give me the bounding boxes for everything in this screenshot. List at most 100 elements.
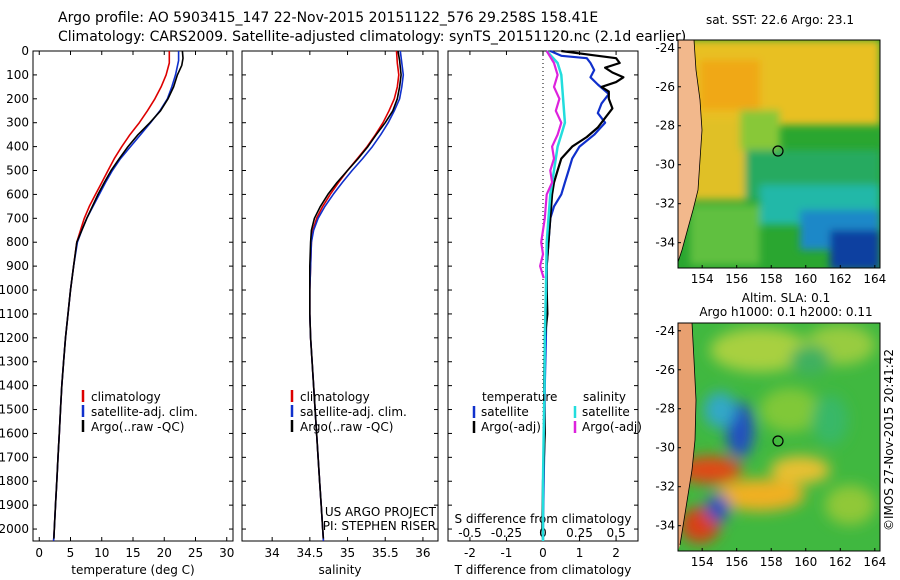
sla-map-subtitle: Argo h1000: 0.1 h2000: 0.11 (699, 305, 872, 319)
x-tick-label: 5 (67, 546, 75, 560)
y-tick-label: 900 (6, 259, 29, 273)
sla-map: Altim. SLA: 0.1 Argo h1000: 0.1 h2000: 0… (655, 291, 886, 569)
map-x-tick-label: 156 (725, 272, 748, 286)
legend-temperature-title: temperature (482, 390, 557, 404)
map-x-tick-label: 156 (725, 555, 748, 569)
temperature-xlabel: temperature (deg C) (71, 563, 194, 577)
credit-pi: PI: STEPHEN RISER (323, 519, 436, 533)
s-tick-label: -0.25 (491, 526, 522, 540)
map-x-tick-label: 154 (691, 555, 714, 569)
y-tick-label: 1800 (0, 474, 29, 488)
salinity-series-argo-raw-qc- (309, 50, 402, 539)
x-tick-label: 2 (612, 546, 620, 560)
y-tick-label: 1200 (0, 331, 29, 345)
x-tick-label: -2 (464, 546, 476, 560)
y-tick-label: 300 (6, 116, 29, 130)
credit-project: US ARGO PROJECT (325, 505, 437, 519)
argo-position-marker-sla (772, 435, 784, 447)
salinity-series-satellite-adj-clim- (309, 50, 405, 542)
y-tick-label: 1700 (0, 450, 29, 464)
s-tick-label: 0.25 (566, 526, 593, 540)
y-tick-label: 1400 (0, 379, 29, 393)
y-tick-label: 400 (6, 140, 29, 154)
salinity-panel: 34 34.5 35 35.5 36 salinity climatologysatelli… (241, 50, 439, 577)
y-tick-label: 2000 (0, 522, 29, 536)
map-x-tick-label: 154 (691, 272, 714, 286)
legend-label: satellite-adj. clim. (300, 405, 407, 419)
map-y-tick-label: -32 (655, 197, 675, 211)
legend-label: Argo(..raw -QC) (91, 420, 184, 434)
x-tick-label: 15 (125, 546, 140, 560)
s-tick-label: 0.5 (607, 526, 626, 540)
x-tick-label: 25 (188, 546, 203, 560)
y-tick-label: 800 (6, 235, 29, 249)
map-y-tick-label: -34 (655, 519, 675, 533)
map-y-tick-label: -26 (655, 363, 675, 377)
x-tick-label: 34.5 (296, 546, 323, 560)
salinity-xlabel: salinity (318, 563, 361, 577)
x-tick-label: 0 (539, 546, 547, 560)
legend-label: climatology (91, 390, 161, 404)
map-x-tick-label: 160 (794, 272, 817, 286)
y-tick-label: 200 (6, 92, 29, 106)
y-tick-label: 1500 (0, 403, 29, 417)
map-x-tick-label: 162 (829, 272, 852, 286)
legend-label: Argo(-adj) (481, 420, 541, 434)
x-tick-label: 0 (35, 546, 43, 560)
temperature-series-climatology (52, 51, 171, 542)
temperature-series-argo-raw-qc- (53, 50, 184, 539)
y-tick-label: 600 (6, 187, 29, 201)
x-tick-label: 36 (415, 546, 430, 560)
timestamp: ©IMOS 27-Nov-2015 20:41:42 (882, 349, 896, 531)
legend-label: satellite (481, 405, 529, 419)
sla-map-field (678, 323, 880, 551)
x-tick-label: 1 (576, 546, 584, 560)
legend-label: satellite-adj. clim. (91, 405, 198, 419)
legend-label: Argo(-adj) (582, 420, 642, 434)
temperature-frame (32, 50, 234, 542)
difference-series-salinity-argo-adj- (539, 50, 563, 279)
x-tick-label: 30 (219, 546, 234, 560)
sst-map-field (678, 40, 880, 268)
y-tick-label: 1300 (0, 355, 29, 369)
climatology-title: Climatology: CARS2009. Satellite-adjuste… (58, 29, 687, 45)
map-y-tick-label: -34 (655, 236, 675, 250)
x-tick-label: -1 (500, 546, 512, 560)
x-tick-label: 35 (340, 546, 355, 560)
y-tick-label: 500 (6, 164, 29, 178)
map-y-tick-label: -28 (655, 119, 675, 133)
map-y-tick-label: -30 (655, 158, 675, 172)
map-x-tick-label: 164 (863, 555, 886, 569)
difference-series-salinity-satellite (541, 50, 567, 541)
map-x-tick-label: 164 (863, 272, 886, 286)
y-tick-label: 700 (6, 211, 29, 225)
legend-label: satellite (582, 405, 630, 419)
x-tick-label: 10 (94, 546, 109, 560)
x-tick-label: 35.5 (372, 546, 399, 560)
map-y-tick-label: -24 (655, 41, 675, 55)
map-y-tick-label: -30 (655, 441, 675, 455)
y-tick-label: 1900 (0, 498, 29, 512)
difference-panel: -2 -1 0 1 2 T difference from climatology -0.5… (447, 49, 642, 577)
legend-salinity-title: salinity (583, 390, 626, 404)
map-y-tick-label: -28 (655, 402, 675, 416)
y-tick-label: 1100 (0, 307, 29, 321)
legend-label: Argo(..raw -QC) (300, 420, 393, 434)
sst-map-title: sat. SST: 22.6 Argo: 23.1 (706, 13, 854, 27)
map-x-tick-label: 162 (829, 555, 852, 569)
x-tick-label: 20 (157, 546, 172, 560)
map-x-tick-label: 158 (760, 272, 783, 286)
sla-map-title: Altim. SLA: 0.1 (742, 291, 830, 305)
map-y-tick-label: -26 (655, 80, 675, 94)
difference-xlabel: T difference from climatology (454, 563, 632, 577)
x-tick-label: 34 (265, 546, 280, 560)
temperature-panel: 0100200300400500600700800900100011001200… (0, 44, 234, 577)
y-tick-label: 1600 (0, 426, 29, 440)
s-tick-label: -0.5 (458, 526, 481, 540)
map-y-tick-label: -32 (655, 480, 675, 494)
temperature-series-satellite-adj-clim- (52, 51, 180, 542)
y-tick-label: 0 (21, 44, 29, 58)
argo-position-marker (772, 145, 784, 157)
legend-label: climatology (300, 390, 370, 404)
